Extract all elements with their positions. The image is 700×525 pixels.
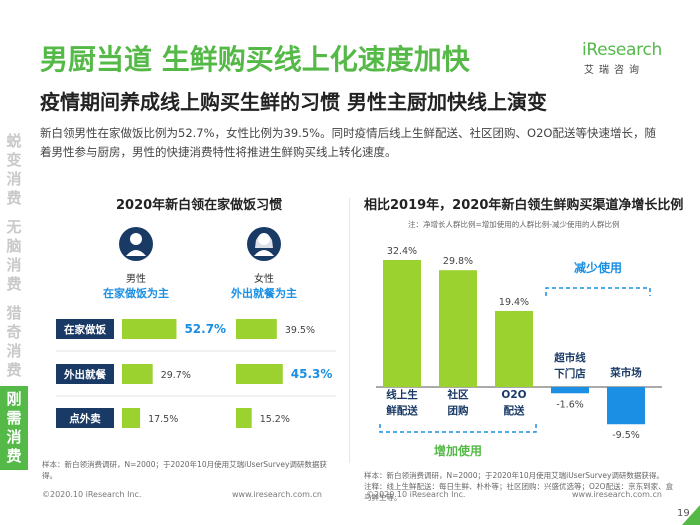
side-nav-char: 消 xyxy=(6,428,22,446)
footer-copyright-right: ©2020.10 iResearch Inc. xyxy=(366,490,466,499)
bar-male xyxy=(122,319,177,339)
category-label: 鲜配送 xyxy=(386,404,418,417)
side-nav-char: 消 xyxy=(6,256,22,274)
male-user-icon-head xyxy=(130,233,142,245)
female-hair-icon xyxy=(255,233,273,248)
category-label: 点外卖 xyxy=(69,412,101,425)
bar xyxy=(495,310,533,387)
page-title: 男厨当道 生鲜购买线上化速度加快 xyxy=(40,43,470,76)
logo-text: iResearch xyxy=(582,40,663,60)
value-label: 19.4% xyxy=(499,297,529,308)
value-label: 32.4% xyxy=(387,246,417,257)
value-label: 17.5% xyxy=(148,414,178,425)
bar-female xyxy=(236,364,283,384)
left-chart-title: 2020年新白领在家做饭习惯 xyxy=(116,198,283,213)
series-name: 男性 xyxy=(126,272,146,285)
category-label: 在家做饭 xyxy=(64,323,106,336)
side-nav-char: 费 xyxy=(6,447,22,465)
left-sample-note: 样本：新白领消费调研，N=2000；于2020年10月使用艾瑞iUserSurv… xyxy=(42,460,327,480)
category-box xyxy=(56,408,114,428)
logo-subtext: 艾瑞咨询 xyxy=(584,65,644,76)
category-label: 团购 xyxy=(448,404,469,417)
bar-female xyxy=(236,408,252,428)
side-nav-char: 消 xyxy=(6,170,22,188)
right-chart-note: 注：净增长人群比例=增加使用的人群比例-减少使用的人群比例 xyxy=(408,220,620,229)
footer-copyright-left: ©2020.10 iResearch Inc. xyxy=(42,490,142,499)
category-box xyxy=(56,364,114,384)
page-subtitle: 疫情期间养成线上购买生鲜的习惯 男性主厨加快线上演变 xyxy=(40,90,547,114)
female-user-icon-body xyxy=(254,250,274,256)
side-nav-char: 猎 xyxy=(6,304,22,322)
series-caption: 外出就餐为主 xyxy=(230,286,297,300)
series-name: 女性 xyxy=(254,272,274,285)
category-label: 下门店 xyxy=(554,367,586,380)
bar-female xyxy=(236,319,277,339)
bar-male xyxy=(122,364,153,384)
right-chart-title: 相比2019年，2020年新白领生鲜购买渠道净增长比例 xyxy=(364,198,684,213)
value-label: -9.5% xyxy=(612,430,640,441)
value-label: 45.3% xyxy=(291,367,333,381)
footer-url-left[interactable]: www.iresearch.com.cn xyxy=(232,490,322,499)
side-nav-char: 刚 xyxy=(6,390,22,408)
group-bracket-decrease xyxy=(545,287,651,296)
panel-divider xyxy=(349,198,350,463)
bar xyxy=(607,387,645,425)
group-bracket-increase xyxy=(379,424,537,433)
page-number: 19 xyxy=(677,508,690,519)
category-label: 超市线 xyxy=(553,351,586,364)
value-label: 39.5% xyxy=(285,325,315,336)
bar-male xyxy=(122,408,141,428)
category-label: 配送 xyxy=(504,404,525,417)
right-sample-line: 样本：新白领消费调研，N=2000；于2020年10月使用艾瑞iUserSurv… xyxy=(364,471,664,480)
male-user-icon-body xyxy=(126,250,146,256)
side-nav-group-0[interactable]: 蜕变消费 xyxy=(0,128,28,212)
category-box xyxy=(56,319,114,339)
side-nav-char: 费 xyxy=(6,275,22,293)
side-nav-char: 变 xyxy=(6,151,22,169)
value-label: 29.8% xyxy=(443,256,473,267)
side-nav-char: 蜕 xyxy=(6,132,22,150)
side-nav-group-3[interactable]: 刚需消费 xyxy=(0,386,28,470)
right-sample-line: 注释：线上生鲜配送：每日生鲜、朴朴等；社区团购：兴盛优选等；O2O配送：京东到家… xyxy=(364,482,674,502)
group-label-increase: 增加使用 xyxy=(434,443,482,458)
side-nav-char: 脑 xyxy=(6,237,22,255)
side-nav-group-1[interactable]: 无脑消费 xyxy=(0,214,28,298)
side-nav-char: 消 xyxy=(6,342,22,360)
side-nav-group-2[interactable]: 猎奇消费 xyxy=(0,300,28,384)
bar xyxy=(439,270,477,387)
side-nav-char: 费 xyxy=(6,189,22,207)
series-caption: 在家做饭为主 xyxy=(103,286,169,300)
side-nav: 蜕变消费无脑消费猎奇消费刚需消费 xyxy=(0,128,28,472)
value-label: 15.2% xyxy=(260,414,290,425)
bar xyxy=(551,387,589,394)
category-label: 线上生 xyxy=(386,388,418,401)
value-label: 52.7% xyxy=(184,322,226,336)
value-label: 29.7% xyxy=(161,370,191,381)
category-label: O2O xyxy=(501,389,526,401)
group-label-decrease: 减少使用 xyxy=(574,260,622,275)
footer-url-right[interactable]: www.iresearch.com.cn xyxy=(572,490,662,499)
intro-paragraph: 新白领男性在家做饭比例为52.7%，女性比例为39.5%。同时疫情后线上生鲜配送… xyxy=(40,126,656,159)
category-label: 外出就餐 xyxy=(63,368,106,381)
category-label: 菜市场 xyxy=(609,366,642,379)
side-nav-char: 奇 xyxy=(6,323,22,341)
side-nav-char: 无 xyxy=(6,218,22,236)
iresearch-logo: iResearch 艾瑞咨询 xyxy=(582,40,662,76)
bar xyxy=(383,260,421,387)
category-label: 社区 xyxy=(447,388,469,401)
side-nav-char: 费 xyxy=(6,361,22,379)
value-label: -1.6% xyxy=(556,399,584,410)
right-sample-note: 样本：新白领消费调研，N=2000；于2020年10月使用艾瑞iUserSurv… xyxy=(364,470,674,503)
side-nav-char: 需 xyxy=(6,409,22,427)
